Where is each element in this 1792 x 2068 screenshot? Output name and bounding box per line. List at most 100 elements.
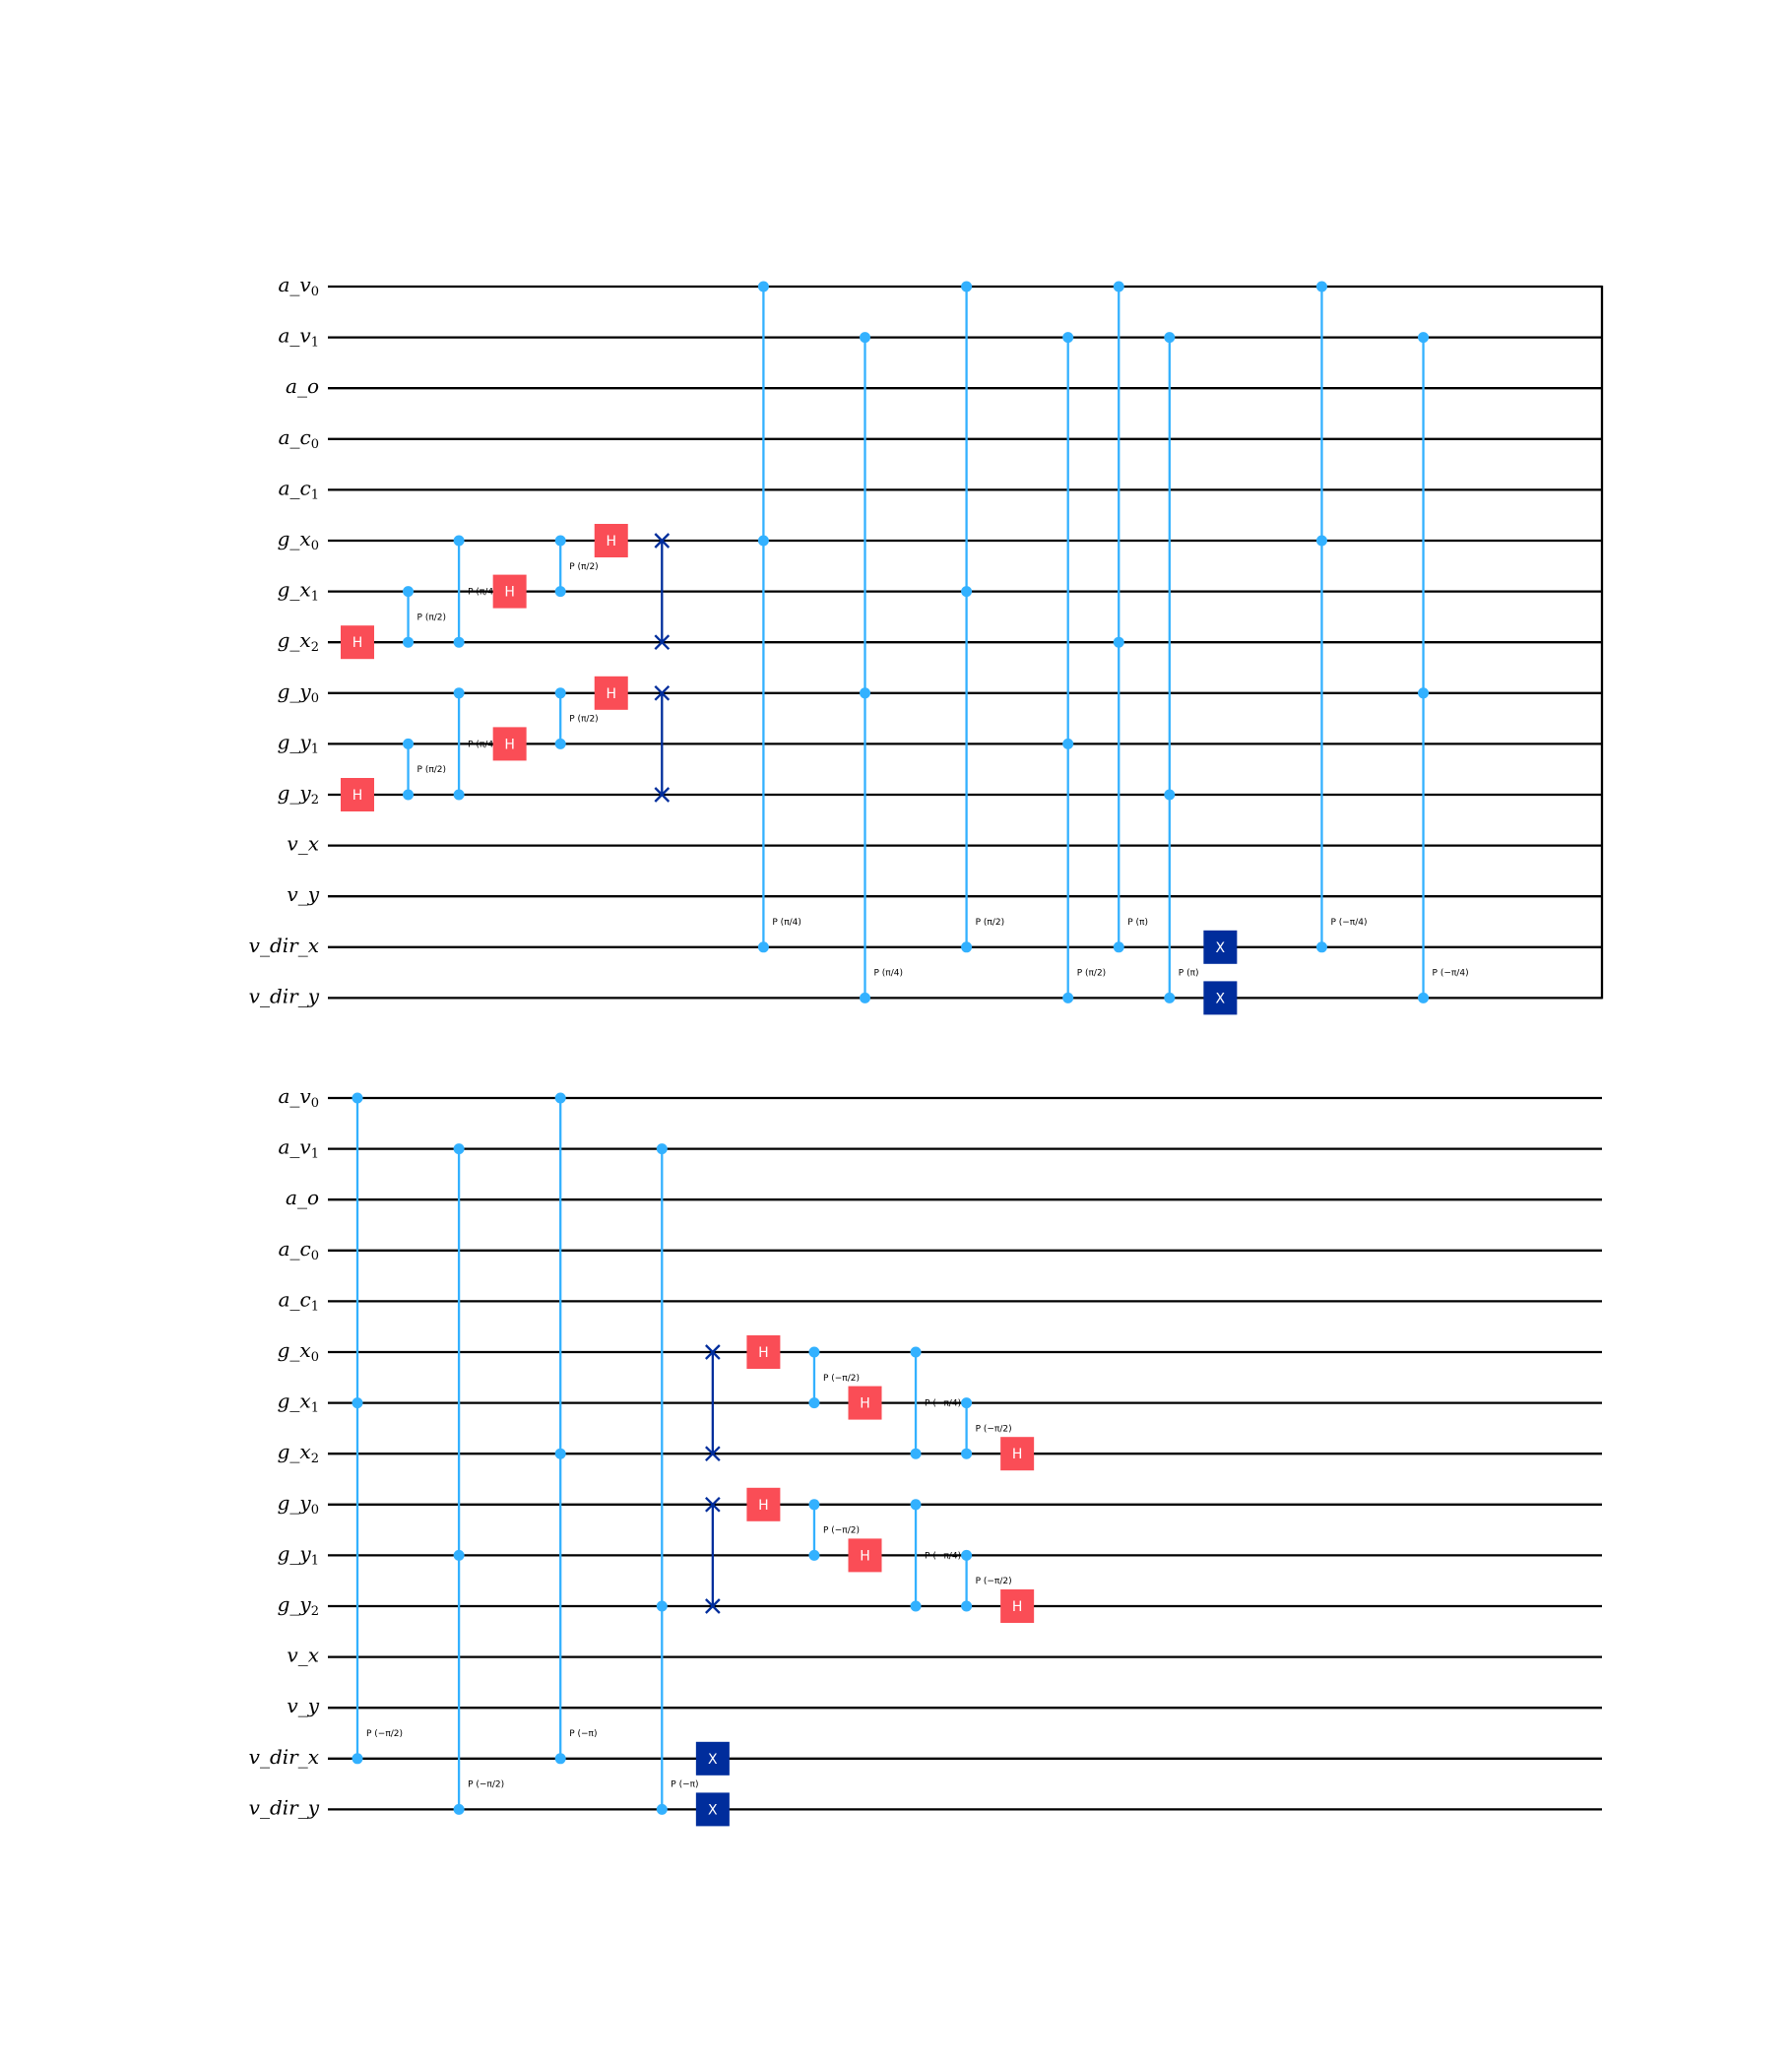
qubit-label-name: g_x bbox=[278, 1389, 311, 1413]
control-dot bbox=[1062, 738, 1074, 749]
control-dot bbox=[910, 1448, 922, 1459]
control-dot bbox=[757, 281, 769, 292]
hadamard-gate-box bbox=[1000, 1437, 1035, 1471]
qubit-label-name: v_dir_y bbox=[249, 984, 320, 1007]
control-dot bbox=[554, 738, 566, 749]
qubit-label-name: g_x bbox=[278, 1440, 311, 1463]
control-dot bbox=[403, 789, 415, 801]
phase-angle-label: P (π/4) bbox=[468, 740, 497, 749]
phase-angle-label: P (−π/4) bbox=[1433, 969, 1469, 979]
qubit-label: g_x2 bbox=[278, 628, 319, 655]
qubit-label: g_y1 bbox=[278, 730, 319, 756]
control-dot bbox=[656, 1600, 668, 1612]
qubit-label: g_y0 bbox=[278, 679, 319, 706]
control-dot bbox=[1418, 332, 1430, 344]
controlled-phase-gate: P (−π) bbox=[554, 1092, 597, 1765]
qubit-label: g_x2 bbox=[278, 1440, 319, 1466]
phase-angle-label: P (π/2) bbox=[976, 918, 1005, 928]
swap-gate bbox=[654, 684, 671, 803]
hadamard-gate-box bbox=[341, 625, 374, 660]
control-dot bbox=[910, 1346, 922, 1358]
circuit-panel-2: a_v0a_v1a_oa_c0a_c1g_x0g_x1g_x2g_y0g_y1g… bbox=[249, 1084, 1602, 1827]
phase-angle-label: P (−π/2) bbox=[468, 1780, 504, 1790]
control-dot bbox=[1062, 992, 1074, 1003]
phase-angle-label: P (π/4) bbox=[772, 918, 801, 928]
qubit-label-index: 1 bbox=[311, 1553, 319, 1568]
x-gate-label: X bbox=[1216, 991, 1226, 1006]
x-gate-label: X bbox=[1216, 940, 1226, 956]
qubit-label: v_dir_x bbox=[249, 1745, 319, 1769]
phase-angle-label: P (−π/4) bbox=[1330, 918, 1367, 928]
control-dot bbox=[1315, 535, 1327, 547]
qubit-label-index: 1 bbox=[311, 590, 319, 605]
qubit-label-index: 2 bbox=[311, 793, 319, 808]
phase-angle-label: P (−π/2) bbox=[976, 1424, 1012, 1434]
control-dot bbox=[554, 1753, 566, 1765]
phase-angle-label: P (π/2) bbox=[569, 562, 599, 572]
phase-angle-label: P (π) bbox=[1179, 969, 1199, 979]
qubit-label: a_c1 bbox=[279, 476, 319, 502]
qubit-label-index: 1 bbox=[311, 1299, 319, 1314]
hadamard-gate-label: H bbox=[1012, 1447, 1023, 1462]
control-dot bbox=[403, 586, 415, 598]
hadamard-gate-label: H bbox=[860, 1548, 870, 1564]
qubit-label-name: v_x bbox=[287, 1644, 319, 1667]
control-dot bbox=[910, 1600, 922, 1612]
phase-angle-label: P (π/2) bbox=[417, 613, 447, 622]
control-dot bbox=[453, 687, 465, 699]
x-gate: X bbox=[695, 1741, 730, 1776]
hadamard-gate-box bbox=[492, 727, 527, 761]
control-dot bbox=[453, 636, 465, 648]
controlled-phase-gate: P (π/4) bbox=[453, 687, 497, 801]
hadamard-gate-box bbox=[848, 1386, 882, 1420]
hadamard-gate-label: H bbox=[860, 1396, 870, 1412]
qubit-label-index: 0 bbox=[311, 539, 319, 553]
qubit-label: g_x1 bbox=[278, 578, 319, 605]
hadamard-gate: H bbox=[746, 1487, 781, 1521]
swap-cross bbox=[654, 533, 671, 549]
control-dot bbox=[1418, 687, 1430, 699]
qubit-label: v_dir_y bbox=[249, 984, 320, 1007]
qubit-label-index: 0 bbox=[311, 437, 319, 452]
control-dot bbox=[554, 1448, 566, 1459]
qubit-label: v_y bbox=[287, 1694, 319, 1717]
qubit-label: g_y0 bbox=[278, 1491, 319, 1518]
swap-cross bbox=[705, 1446, 721, 1462]
x-gate-label: X bbox=[708, 1802, 718, 1818]
control-dot bbox=[961, 1600, 973, 1612]
qubit-label-name: a_c bbox=[279, 476, 311, 499]
controlled-phase-gate: P (−π/2) bbox=[352, 1092, 403, 1765]
qubit-label: v_x bbox=[287, 832, 319, 856]
qubit-label: a_c1 bbox=[279, 1287, 319, 1314]
qubit-label-name: v_y bbox=[287, 1694, 319, 1717]
phase-angle-label: P (π/4) bbox=[468, 588, 497, 598]
qubit-label-name: v_dir_y bbox=[249, 1795, 320, 1819]
controlled-phase-gate: P (−π/2) bbox=[961, 1549, 1012, 1612]
qubit-label: v_dir_y bbox=[249, 1795, 320, 1819]
controlled-phase-gate: P (π/4) bbox=[860, 332, 903, 1003]
qubit-label-name: g_y bbox=[278, 1592, 312, 1616]
phase-angle-label: P (π) bbox=[1127, 918, 1148, 928]
hadamard-gate-box bbox=[341, 778, 374, 811]
control-dot bbox=[1164, 332, 1176, 344]
control-dot bbox=[352, 1753, 363, 1765]
control-dot bbox=[554, 586, 566, 598]
control-dot bbox=[808, 1549, 820, 1561]
qubit-label-name: a_v bbox=[278, 1084, 311, 1108]
phase-angle-label: P (−π/2) bbox=[366, 1729, 403, 1739]
phase-angle-label: P (−π) bbox=[671, 1780, 698, 1790]
qubit-label: a_c0 bbox=[279, 1237, 319, 1263]
controlled-phase-gate: P (π/2) bbox=[403, 738, 446, 801]
swap-cross bbox=[654, 787, 671, 803]
controlled-phase-gate: P (π/4) bbox=[453, 535, 497, 648]
hadamard-gate-box bbox=[594, 524, 628, 557]
hadamard-gate: H bbox=[746, 1335, 781, 1369]
swap-gate bbox=[705, 1344, 721, 1462]
control-dot bbox=[961, 586, 973, 598]
qubit-label-index: 1 bbox=[311, 487, 319, 502]
hadamard-gate-label: H bbox=[758, 1498, 769, 1514]
x-gate-box bbox=[695, 1741, 730, 1776]
qubit-label-name: a_o bbox=[286, 1186, 319, 1209]
qubit-label: g_x0 bbox=[278, 1338, 319, 1365]
control-dot bbox=[403, 738, 415, 749]
